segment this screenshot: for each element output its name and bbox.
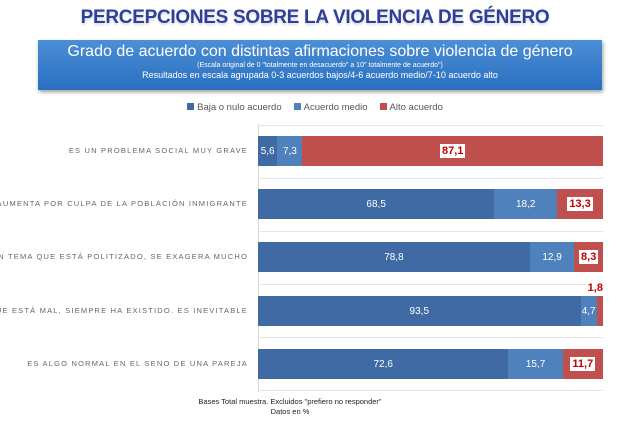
bar-segment: 4,7 bbox=[580, 296, 597, 326]
bar-segment: 78,8 bbox=[258, 242, 530, 272]
data-label: 8,3 bbox=[579, 250, 599, 264]
legend-swatch bbox=[293, 103, 301, 110]
category-label: AUMENTA POR CULPA DE LA POBLACIÓN INMIGR… bbox=[0, 199, 248, 208]
gridline bbox=[258, 231, 603, 232]
bar-segment: 11,7 bbox=[562, 349, 603, 379]
bar-segment: 87,1 bbox=[302, 136, 603, 166]
bar-segment: 68,5 bbox=[258, 189, 495, 219]
data-label: 87,1 bbox=[440, 144, 466, 158]
gridline bbox=[258, 284, 603, 285]
legend-item: Acuerdo medio bbox=[293, 102, 368, 113]
bar-segment: 93,5 bbox=[258, 296, 581, 326]
category-label: ES UN PROBLEMA SOCIAL MUY GRAVE bbox=[68, 146, 248, 155]
bar-segment: 5,6 bbox=[258, 136, 278, 166]
data-label: 15,7 bbox=[525, 358, 546, 370]
gridline bbox=[258, 390, 603, 391]
gridline bbox=[258, 337, 603, 338]
gridline bbox=[258, 125, 603, 126]
legend-label: Alto acuerdo bbox=[389, 102, 443, 113]
data-label: 93,5 bbox=[409, 305, 430, 317]
bar-segment: 8,3 bbox=[574, 242, 603, 272]
data-label: 4,7 bbox=[581, 305, 596, 317]
gridline bbox=[258, 178, 603, 179]
legend-swatch bbox=[187, 103, 195, 110]
footnote: Bases Total muestra. Excluidos "prefiero… bbox=[0, 397, 580, 417]
bar-segment: 7,3 bbox=[277, 136, 303, 166]
bar-row: 93,5 4,7 1,8 bbox=[258, 281, 605, 326]
bar-row: 78,8 12,9 8,3 bbox=[258, 242, 603, 272]
footnote-units: Datos en % bbox=[270, 407, 310, 416]
legend: Baja o nulo acuerdo Acuerdo medio Alto acu… bbox=[0, 102, 630, 113]
legend-swatch bbox=[379, 103, 387, 110]
legend-item: Alto acuerdo bbox=[379, 102, 443, 113]
data-label: 5,6 bbox=[260, 145, 275, 157]
data-label: 12,9 bbox=[542, 251, 562, 263]
bar-row: 68,5 18,2 13,3 bbox=[258, 189, 603, 219]
data-label: 18,2 bbox=[515, 198, 536, 210]
data-label: 72,6 bbox=[373, 358, 393, 370]
data-label: 7,3 bbox=[282, 145, 297, 157]
category-label: AUNQUE ESTÁ MAL, SIEMPRE HA EXISTIDO. ES… bbox=[0, 306, 248, 315]
category-label: ES ALGO NORMAL EN EL SENO DE UNA PAREJA bbox=[27, 359, 248, 368]
data-label: 1,8 bbox=[585, 281, 605, 295]
bar-row: 5,6 7,3 87,1 bbox=[258, 136, 603, 166]
legend-label: Baja o nulo acuerdo bbox=[197, 102, 282, 113]
data-label: 68,5 bbox=[366, 198, 386, 210]
legend-label: Acuerdo medio bbox=[303, 102, 368, 113]
data-label: 78,8 bbox=[384, 251, 404, 263]
chart-title: Grado de acuerdo con distintas afirmacio… bbox=[67, 43, 573, 60]
page-title: PERCEPCIONES SOBRE LA VIOLENCIA DE GÉNER… bbox=[80, 7, 550, 28]
footnote-bases: Bases Total muestra. Excluidos "prefiero… bbox=[198, 397, 382, 406]
bar-segment: 12,9 bbox=[529, 242, 575, 272]
bar-segment: 72,6 bbox=[258, 349, 509, 379]
data-label: 13,3 bbox=[567, 197, 593, 211]
data-label: 11,7 bbox=[570, 357, 596, 371]
bar-segment: 18,2 bbox=[494, 189, 558, 219]
bar-segment: 13,3 bbox=[557, 189, 603, 219]
category-label: ES UN TEMA QUE ESTÁ POLITIZADO, SE EXAGE… bbox=[0, 252, 248, 261]
bar-row: 72,6 15,7 11,7 bbox=[258, 349, 603, 379]
legend-item: Baja o nulo acuerdo bbox=[187, 102, 282, 113]
bar-segment: 1,8 bbox=[585, 281, 605, 326]
chart-subtitle-scale: (Escala original de 0 "totalmente en des… bbox=[197, 62, 443, 69]
bar-segment: 15,7 bbox=[508, 349, 563, 379]
chart-header-box: Grado de acuerdo con distintas afirmacio… bbox=[38, 40, 602, 90]
chart-subtitle-grouping: Resultados en escala agrupada 0-3 acuerd… bbox=[142, 70, 498, 80]
